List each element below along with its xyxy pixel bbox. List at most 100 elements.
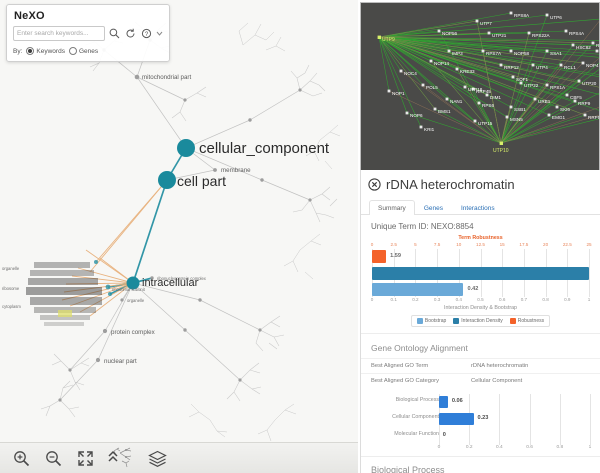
network-edge	[500, 118, 599, 144]
tab-interactions[interactable]: Interactions	[460, 205, 495, 212]
gridline	[458, 266, 460, 297]
node-intracellular[interactable]	[126, 276, 140, 290]
network-edge	[500, 44, 574, 144]
ontology-tree-graph[interactable]: cellular_component cell part intracellul…	[0, 0, 358, 473]
gene-node[interactable]	[527, 31, 531, 35]
gene-node[interactable]	[437, 29, 441, 33]
gridline	[529, 411, 531, 428]
node-cell-part[interactable]	[158, 171, 176, 189]
gridline	[559, 394, 561, 411]
network-edge	[378, 36, 408, 114]
gene-node[interactable]	[505, 115, 509, 119]
ontology-tree-panel[interactable]: cellular_component cell part intracellul…	[0, 0, 358, 473]
go-bar-row: Cellular Component 0.23	[371, 411, 591, 428]
gene-node[interactable]	[463, 85, 467, 89]
gene-node[interactable]	[475, 19, 479, 23]
gene-node[interactable]	[565, 93, 569, 97]
zoom-out-icon[interactable]	[44, 449, 63, 468]
gene-label: NOP6	[410, 113, 423, 118]
gene-node[interactable]	[429, 59, 433, 63]
density-tick: 0.9	[564, 297, 571, 302]
gridline	[567, 249, 569, 266]
network-edge	[406, 112, 502, 144]
gene-node[interactable]	[511, 75, 515, 79]
label-membrane: membrane	[221, 167, 251, 174]
gene-node[interactable]	[591, 41, 595, 45]
tree-toolbar	[0, 442, 358, 473]
gene-node[interactable]	[531, 63, 535, 67]
gene-node[interactable]	[485, 93, 489, 97]
layers-icon[interactable]	[147, 449, 167, 468]
network-edge	[500, 92, 599, 144]
gene-label: RRP9	[578, 101, 591, 106]
gene-node[interactable]	[564, 29, 568, 33]
gene-node[interactable]	[499, 63, 503, 67]
search-panel[interactable]: NeXO ? By: Keywor	[6, 4, 170, 62]
gene-node[interactable]	[473, 119, 477, 123]
gridline	[502, 266, 504, 297]
gene-network-graph[interactable]: UTP7RPS8AUTP6RPS17BNOP56UTP21RPS22ARPS4A…	[361, 3, 599, 171]
gene-label: RPS22A	[532, 33, 551, 38]
radio-genes[interactable]: Genes	[68, 47, 98, 55]
gene-node[interactable]	[577, 79, 581, 83]
gene-node[interactable]	[583, 113, 587, 117]
gene-node[interactable]	[481, 49, 485, 53]
gene-node[interactable]	[419, 125, 423, 129]
search-input[interactable]	[13, 26, 105, 41]
gene-node[interactable]	[487, 31, 491, 35]
orange-edges	[61, 179, 168, 317]
legend-density-swatch	[453, 318, 460, 324]
gene-node[interactable]	[399, 69, 403, 73]
gene-node[interactable]	[499, 141, 503, 145]
tab-summary[interactable]: Summary	[369, 200, 415, 215]
help-icon[interactable]: ?	[140, 27, 153, 40]
gene-node[interactable]	[545, 83, 549, 87]
search-icon[interactable]	[108, 27, 121, 40]
network-edge	[378, 36, 436, 110]
go-tick: 0.8	[556, 445, 564, 450]
go-bar-plot: 0.23	[439, 411, 591, 428]
gene-node[interactable]	[573, 99, 577, 103]
gene-node[interactable]	[509, 11, 513, 15]
label-ribosome: ribosome	[2, 286, 20, 291]
radio-keywords[interactable]: Keywords	[26, 47, 65, 55]
reset-icon[interactable]	[124, 27, 137, 40]
gene-node[interactable]	[547, 113, 551, 117]
gene-node[interactable]	[471, 87, 475, 91]
gene-node[interactable]	[509, 49, 513, 53]
term-detail-panel: rDNA heterochromatin Summary Genes Inter…	[360, 170, 600, 473]
zoom-in-icon[interactable]	[12, 449, 31, 468]
gene-node[interactable]	[377, 35, 381, 39]
gene-node[interactable]	[405, 111, 409, 115]
gene-node[interactable]	[555, 105, 559, 109]
tab-genes[interactable]: Genes	[423, 205, 443, 212]
network-edge	[500, 57, 599, 144]
node-cellular-component[interactable]	[177, 139, 195, 157]
gene-node[interactable]	[433, 107, 437, 111]
gene-node[interactable]	[545, 49, 549, 53]
gene-node[interactable]	[387, 89, 391, 93]
gene-node[interactable]	[571, 43, 575, 47]
gene-node[interactable]	[559, 63, 563, 67]
gene-node[interactable]	[445, 97, 449, 101]
collapse-icon[interactable]	[108, 447, 134, 469]
go-value-label: 0	[442, 432, 446, 438]
fit-screen-icon[interactable]	[76, 449, 95, 468]
gene-node[interactable]	[581, 61, 585, 65]
go-bar-plot: 0	[439, 428, 591, 445]
gene-node[interactable]	[421, 83, 425, 87]
chevron-down-icon[interactable]	[156, 27, 163, 40]
close-circle-icon[interactable]	[368, 178, 381, 191]
gene-node[interactable]	[509, 105, 513, 109]
gene-node[interactable]	[533, 97, 537, 101]
gene-node[interactable]	[447, 49, 451, 53]
gene-node[interactable]	[519, 81, 523, 85]
gridline	[589, 249, 590, 266]
gene-node[interactable]	[477, 101, 481, 105]
label-cellular-component: cellular_component	[199, 140, 330, 157]
gene-node[interactable]	[545, 13, 549, 17]
gene-node[interactable]	[595, 49, 599, 53]
network-edge	[378, 36, 390, 92]
gene-node[interactable]	[455, 67, 459, 71]
gene-network-panel[interactable]: UTP7RPS8AUTP6RPS17BNOP56UTP21RPS22ARPS4A…	[360, 2, 600, 172]
